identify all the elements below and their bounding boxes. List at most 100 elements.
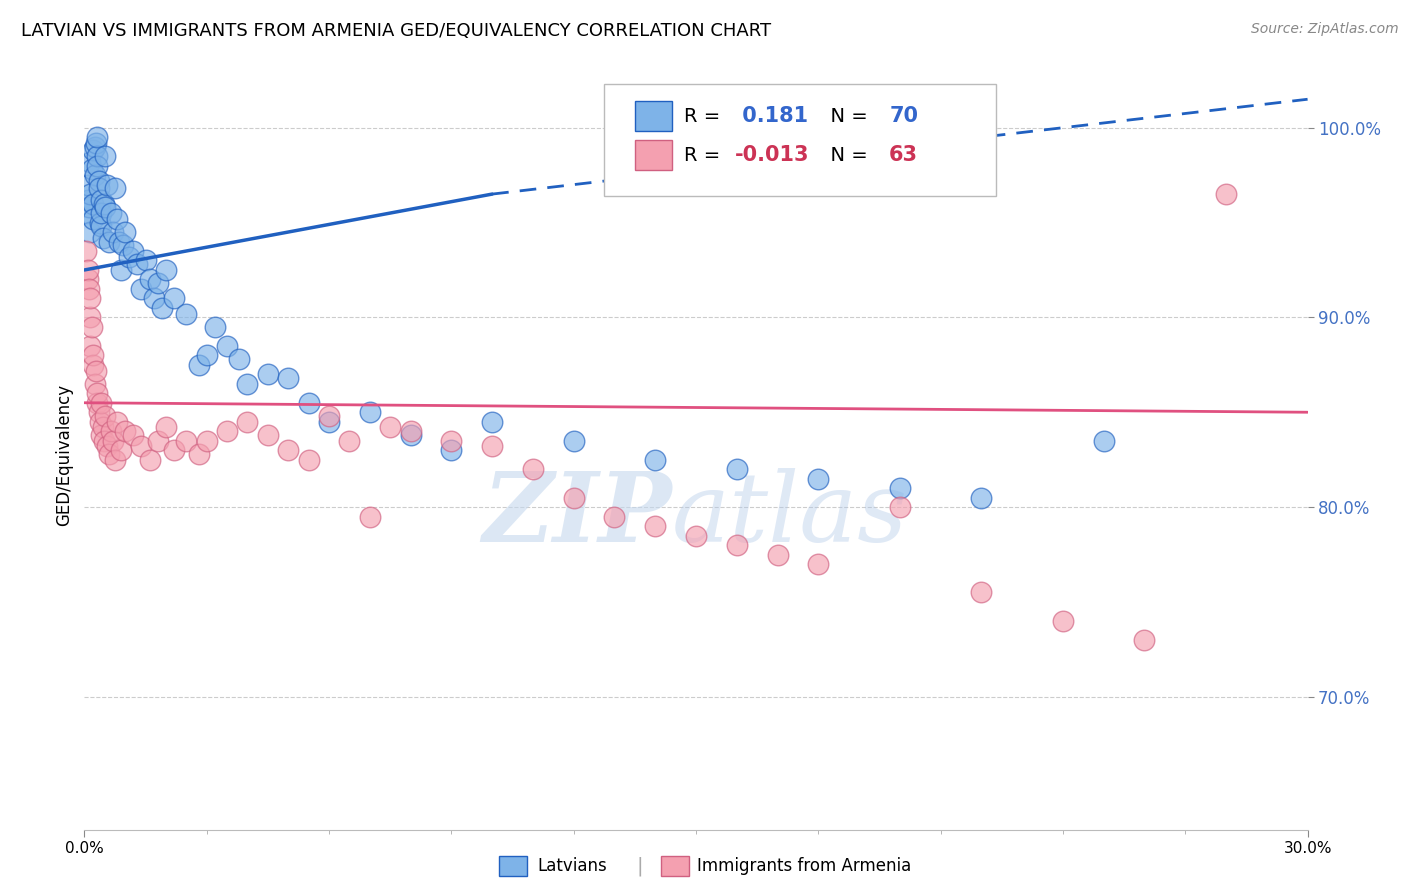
Point bbox=[318, 415, 340, 429]
Point bbox=[104, 452, 127, 467]
Point bbox=[90, 428, 112, 442]
Point bbox=[138, 272, 160, 286]
Text: ZIP: ZIP bbox=[482, 468, 672, 562]
Point bbox=[82, 211, 104, 226]
Point bbox=[562, 434, 585, 448]
Point bbox=[150, 301, 173, 315]
Point bbox=[138, 452, 160, 467]
Point bbox=[87, 181, 110, 195]
Point bbox=[93, 200, 115, 214]
Point bbox=[155, 263, 177, 277]
Point bbox=[100, 424, 122, 438]
Point bbox=[725, 462, 748, 476]
Point bbox=[131, 439, 153, 453]
Point bbox=[93, 409, 115, 423]
Point bbox=[174, 434, 197, 448]
Text: Immigrants from Armenia: Immigrants from Armenia bbox=[697, 857, 911, 875]
Point bbox=[80, 162, 103, 177]
Point bbox=[187, 447, 209, 461]
Point bbox=[108, 235, 131, 249]
Point bbox=[970, 585, 993, 599]
Point bbox=[83, 376, 105, 391]
Point bbox=[84, 136, 107, 150]
Point bbox=[83, 139, 105, 153]
Point bbox=[104, 181, 127, 195]
Text: 0.181: 0.181 bbox=[735, 106, 808, 127]
Point bbox=[807, 557, 830, 571]
Text: R =: R = bbox=[683, 145, 727, 165]
Point bbox=[90, 219, 112, 234]
Point bbox=[142, 292, 165, 306]
Text: R =: R = bbox=[683, 107, 727, 126]
Point bbox=[236, 415, 259, 429]
Point bbox=[89, 215, 111, 229]
Text: 63: 63 bbox=[889, 145, 918, 165]
Point bbox=[195, 348, 218, 362]
Point bbox=[1215, 187, 1237, 202]
Point bbox=[277, 371, 299, 385]
FancyBboxPatch shape bbox=[605, 84, 995, 196]
Point bbox=[399, 424, 422, 438]
Point bbox=[481, 415, 503, 429]
Point bbox=[93, 149, 115, 163]
Point bbox=[163, 292, 186, 306]
Point bbox=[644, 519, 666, 533]
Text: atlas: atlas bbox=[672, 468, 908, 562]
Point bbox=[90, 193, 112, 207]
Point bbox=[86, 149, 108, 163]
Point bbox=[105, 415, 128, 429]
Point bbox=[100, 206, 122, 220]
Point bbox=[807, 472, 830, 486]
Point bbox=[122, 428, 145, 442]
Point bbox=[1052, 614, 1074, 628]
Text: LATVIAN VS IMMIGRANTS FROM ARMENIA GED/EQUIVALENCY CORRELATION CHART: LATVIAN VS IMMIGRANTS FROM ARMENIA GED/E… bbox=[21, 22, 772, 40]
Point bbox=[86, 130, 108, 145]
Point bbox=[339, 434, 361, 448]
Point bbox=[96, 439, 118, 453]
Point bbox=[204, 319, 226, 334]
Point bbox=[236, 376, 259, 391]
Text: N =: N = bbox=[818, 107, 875, 126]
Point bbox=[122, 244, 145, 258]
Point bbox=[562, 491, 585, 505]
Point bbox=[77, 200, 100, 214]
Point bbox=[195, 434, 218, 448]
Point bbox=[77, 178, 100, 192]
Point bbox=[889, 481, 911, 495]
Point bbox=[440, 443, 463, 458]
Point bbox=[217, 339, 239, 353]
Point bbox=[86, 396, 108, 410]
Text: Latvians: Latvians bbox=[537, 857, 607, 875]
Point bbox=[970, 491, 993, 505]
Bar bbox=[636, 140, 672, 170]
Point bbox=[135, 253, 157, 268]
Point bbox=[725, 538, 748, 552]
Point bbox=[114, 424, 136, 438]
Point bbox=[77, 282, 100, 296]
Point bbox=[644, 452, 666, 467]
Point bbox=[97, 447, 120, 461]
Text: Source: ZipAtlas.com: Source: ZipAtlas.com bbox=[1251, 22, 1399, 37]
Point bbox=[79, 310, 101, 325]
Point bbox=[112, 238, 135, 252]
Point bbox=[87, 405, 110, 419]
Point bbox=[75, 244, 97, 258]
Point bbox=[889, 500, 911, 514]
Point bbox=[217, 424, 239, 438]
Point bbox=[76, 272, 98, 286]
Point bbox=[79, 292, 101, 306]
Point bbox=[1092, 434, 1115, 448]
Point bbox=[155, 420, 177, 434]
Point bbox=[89, 415, 111, 429]
Point bbox=[75, 206, 97, 220]
Point bbox=[101, 434, 124, 448]
Point bbox=[110, 443, 132, 458]
Point bbox=[93, 196, 115, 211]
Point bbox=[163, 443, 186, 458]
Point bbox=[91, 231, 114, 245]
Point bbox=[83, 168, 105, 182]
Point bbox=[277, 443, 299, 458]
Text: N =: N = bbox=[818, 145, 875, 165]
Point bbox=[96, 178, 118, 192]
Point bbox=[359, 509, 381, 524]
